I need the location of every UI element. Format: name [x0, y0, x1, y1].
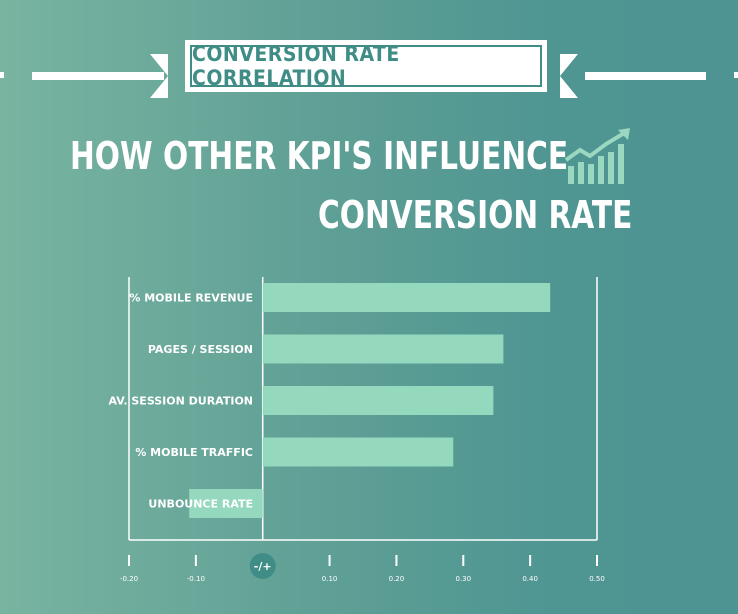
bar [262, 437, 454, 467]
tick-label: 0.10 [322, 575, 338, 583]
bar [262, 334, 504, 364]
banner-text: CONVERSION RATE CORRELATION [190, 42, 542, 90]
category-label: % MOBILE TRAFFIC [135, 446, 253, 459]
ribbon-tail-right [560, 54, 578, 98]
category-label: UNBOUNCE RATE [148, 498, 253, 511]
category-label: PAGES / SESSION [148, 343, 253, 356]
category-label: % MOBILE REVENUE [129, 292, 253, 305]
x-axis: -0.20 -0.10 -/+ 0.10 0.20 0.30 0.40 0.50 [120, 553, 605, 583]
tick-label: 0.50 [589, 575, 605, 583]
tick-label: -0.20 [120, 575, 138, 583]
tick-label: -0.10 [187, 575, 205, 583]
bar-chart-trend-up-icon [564, 128, 630, 184]
banner-line-left [32, 72, 164, 80]
category-label: AV. SESSION DURATION [109, 395, 253, 408]
tick-label: 0.30 [455, 575, 471, 583]
chart-bars [189, 283, 551, 518]
zero-badge [249, 553, 276, 579]
title-banner: CONVERSION RATE CORRELATION [185, 40, 547, 92]
left-edge-mark [0, 72, 4, 78]
right-edge-mark [734, 72, 738, 78]
ribbon-tail-left [150, 54, 168, 98]
tick-label: -/+ [254, 560, 272, 573]
bar [262, 283, 551, 312]
tick-label: 0.20 [389, 575, 405, 583]
category-labels: % MOBILE REVENUE PAGES / SESSION AV. SESSI… [109, 292, 253, 511]
bar [189, 489, 263, 518]
bar [262, 386, 494, 415]
headline-line-1: HOW OTHER KPI'S INFLUENCE [70, 134, 569, 178]
headline-line-2: CONVERSION RATE [318, 193, 633, 237]
banner-line-right [585, 72, 706, 80]
tick-label: 0.40 [522, 575, 538, 583]
